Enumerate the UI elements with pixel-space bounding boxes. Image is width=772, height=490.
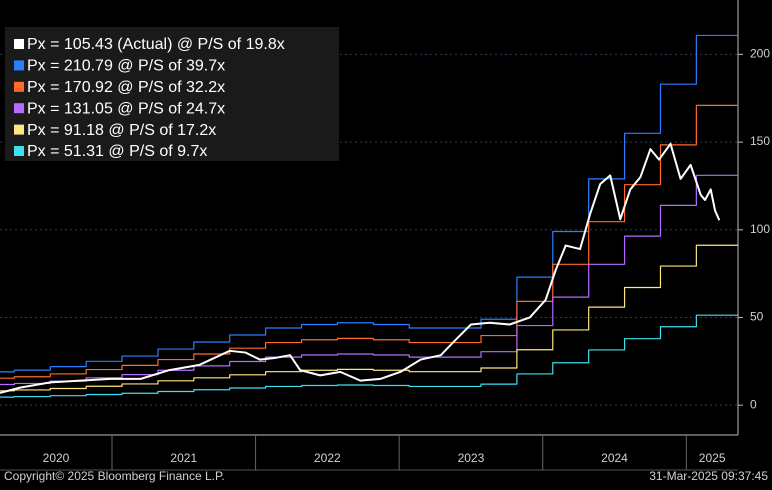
legend-swatch	[14, 81, 24, 92]
x-tick-label: 2020	[43, 451, 70, 465]
footer-timestamp: 31-Mar-2025 09:37:45	[649, 469, 768, 483]
y-tick-label: 0	[750, 397, 757, 411]
legend-label: Px = 210.79 @ P/S of 39.7x	[27, 58, 225, 75]
series-line	[0, 244, 738, 392]
series-line	[0, 104, 738, 379]
y-tick-label: 150	[750, 134, 770, 148]
y-tick-label: 50	[750, 310, 764, 324]
x-tick-label: 2021	[170, 451, 197, 465]
legend-swatch	[14, 60, 24, 71]
legend-label: Px = 170.92 @ P/S of 32.2x	[27, 79, 225, 96]
legend-label: Px = 131.05 @ P/S of 24.7x	[27, 100, 225, 117]
legend-swatch	[14, 39, 24, 49]
series-line	[0, 142, 721, 394]
y-tick-label: 200	[750, 47, 770, 61]
legend-swatch	[14, 103, 24, 114]
x-tick-label: 2024	[601, 451, 628, 465]
legend-label: Px = 91.18 @ P/S of 17.2x	[27, 122, 216, 139]
legend-box	[5, 27, 339, 161]
x-tick-label: 2022	[314, 451, 341, 465]
legend-label: Px = 51.31 @ P/S of 9.7x	[27, 143, 207, 160]
y-tick-label: 100	[750, 222, 770, 236]
legend-label: Px = 105.43 (Actual) @ P/S of 19.8x	[27, 36, 285, 53]
x-tick-label: 2025	[699, 451, 726, 465]
legend-swatch	[14, 124, 24, 135]
x-tick-label: 2023	[458, 451, 485, 465]
series-line	[0, 34, 738, 373]
footer-copyright: Copyright© 2025 Bloomberg Finance L.P.	[4, 469, 225, 483]
series-line	[0, 174, 738, 386]
legend-swatch	[14, 146, 24, 156]
series-line	[0, 314, 738, 398]
